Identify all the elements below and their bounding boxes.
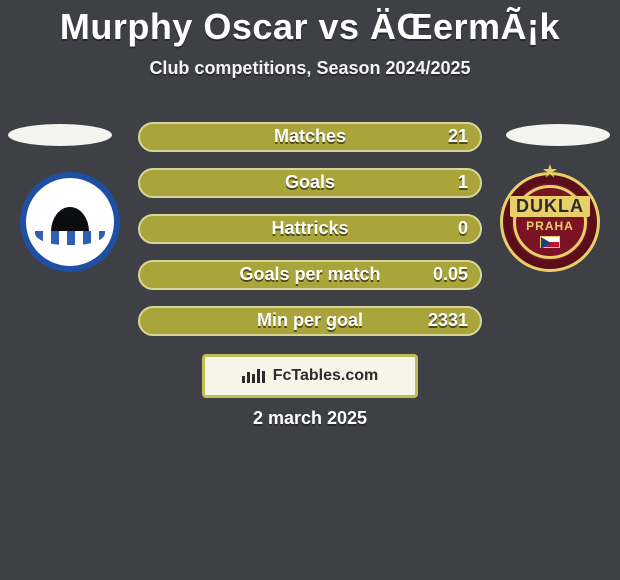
- stat-right-value: 1: [458, 172, 468, 193]
- stat-row: Matches 21: [138, 122, 482, 152]
- stat-row: Min per goal 2331: [138, 306, 482, 336]
- player-right-name-oval: [506, 124, 610, 146]
- player-left-name-oval: [8, 124, 112, 146]
- crest-inner: DUKLA PRAHA: [513, 185, 587, 259]
- stat-label: Goals: [140, 172, 480, 193]
- comparison-card: Murphy Oscar vs ÄŒermÃ¡k Club competitio…: [0, 0, 620, 580]
- stat-row: Goals 1: [138, 168, 482, 198]
- crest-dome-icon: [35, 199, 105, 245]
- stat-bars: Matches 21 Goals 1 Hattricks 0 Goals per…: [138, 122, 482, 352]
- stat-right-value: 21: [448, 126, 468, 147]
- club-crest-slovan-liberec: [20, 172, 120, 272]
- bar-chart-icon: [242, 369, 265, 383]
- fctables-badge[interactable]: FcTables.com: [202, 354, 418, 398]
- stat-label: Matches: [140, 126, 480, 147]
- club-crest-dukla-praha: ★ DUKLA PRAHA: [500, 172, 600, 272]
- match-date: 2 march 2025: [0, 408, 620, 429]
- crest-subword: PRAHA: [526, 219, 574, 233]
- stat-right-value: 0: [458, 218, 468, 239]
- page-subtitle: Club competitions, Season 2024/2025: [0, 58, 620, 79]
- crest-wordmark: DUKLA: [510, 196, 590, 217]
- czech-flag-icon: [540, 236, 560, 248]
- stat-row: Hattricks 0: [138, 214, 482, 244]
- stat-row: Goals per match 0.05: [138, 260, 482, 290]
- stat-right-value: 2331: [428, 310, 468, 331]
- badge-text: FcTables.com: [273, 367, 379, 385]
- stat-label: Hattricks: [140, 218, 480, 239]
- stat-right-value: 0.05: [433, 264, 468, 285]
- star-icon: ★: [542, 161, 558, 182]
- stat-label: Goals per match: [140, 264, 480, 285]
- page-title: Murphy Oscar vs ÄŒermÃ¡k: [0, 0, 620, 48]
